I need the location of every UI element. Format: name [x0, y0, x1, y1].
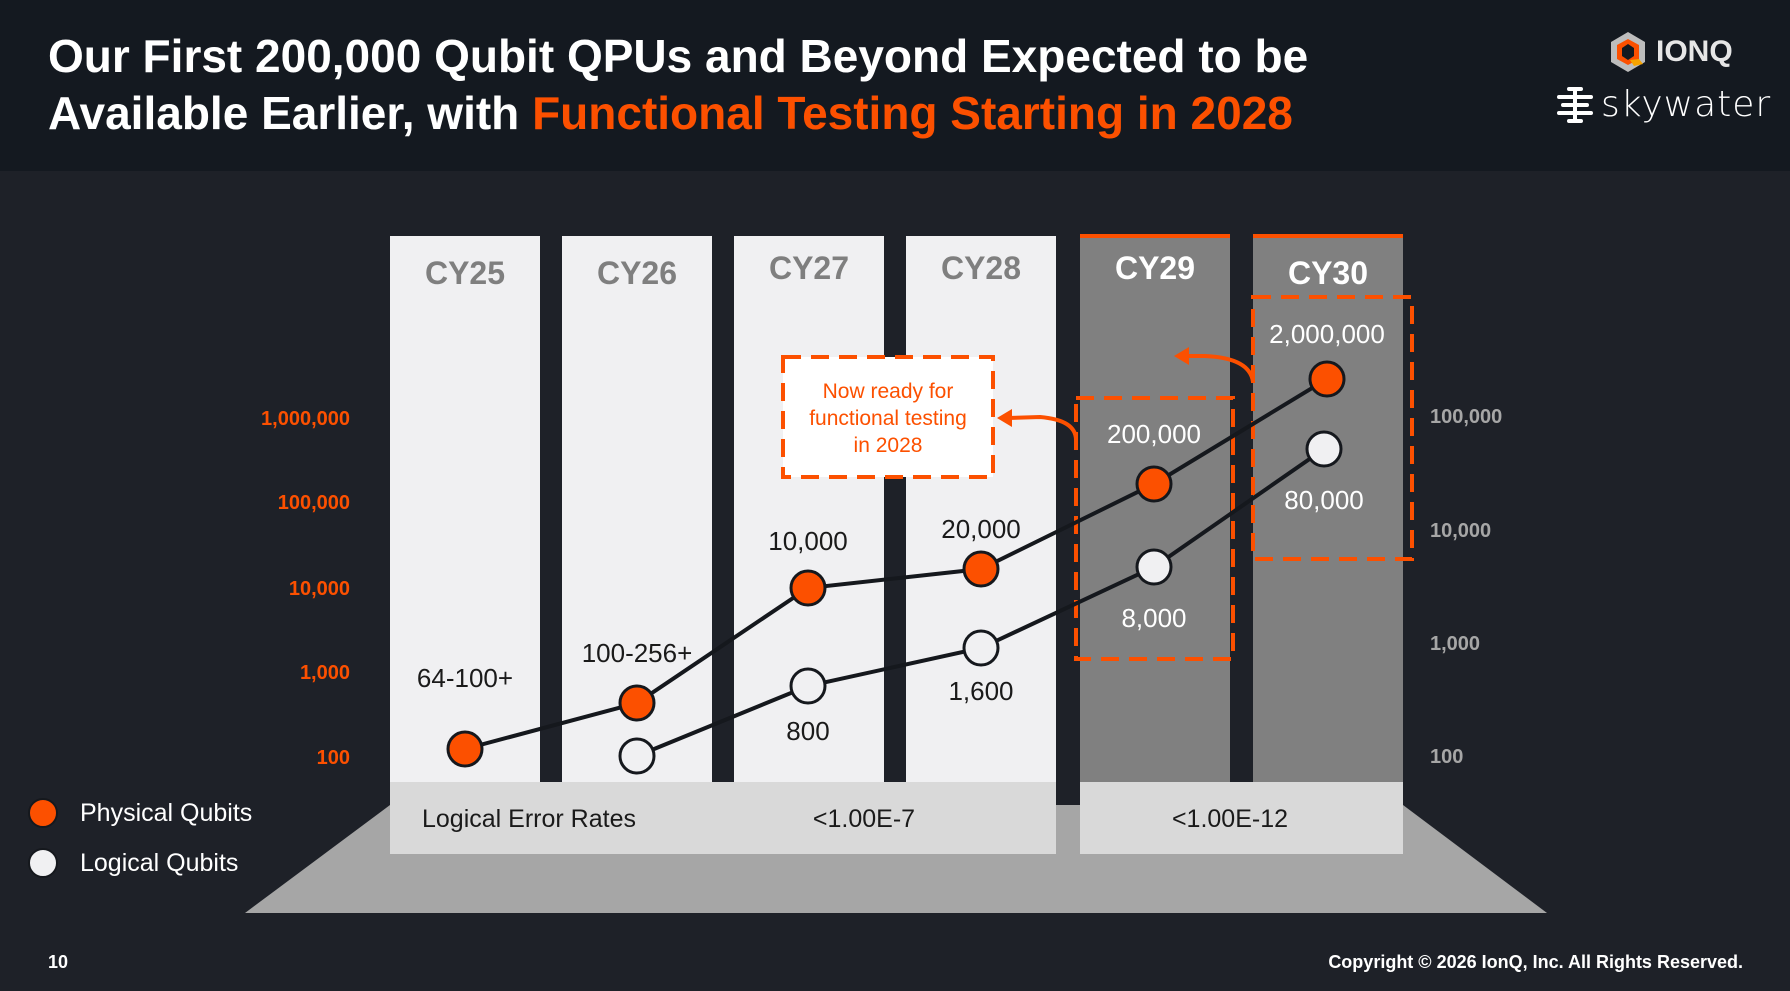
- copyright: Copyright © 2026 IonQ, Inc. All Rights R…: [1328, 952, 1743, 972]
- column-header: CY27: [769, 250, 849, 286]
- physical-point: [446, 730, 484, 768]
- column-header: CY29: [1115, 250, 1195, 286]
- skywater-logo: skywater: [1555, 84, 1771, 125]
- physical-point: [1308, 360, 1346, 398]
- series-line-physical: [464, 377, 1329, 751]
- logical-point: [962, 629, 1000, 667]
- arrow-to-callout: [1007, 414, 1078, 441]
- right-axis-tick: 10,000: [1430, 520, 1491, 542]
- error-rate-band-2: [1080, 782, 1403, 854]
- physical-dot-icon: [28, 798, 58, 828]
- logical-point: [618, 737, 656, 775]
- error-rate-value-2: <1.00E-12: [1172, 805, 1288, 833]
- legend-label: Physical Qubits: [80, 798, 253, 827]
- physical-data-label: 2,000,000: [1269, 319, 1385, 349]
- column-header: CY26: [597, 255, 677, 291]
- physical-data-label: 20,000: [941, 514, 1021, 544]
- title-line-2: Available Earlier, with Functional Testi…: [48, 85, 1308, 142]
- skywater-icon: [1557, 86, 1593, 123]
- legend: Physical Qubits Logical Qubits: [28, 788, 252, 888]
- callout-line-1: Now ready for: [823, 380, 954, 403]
- column-header: CY25: [425, 255, 505, 291]
- callout-line-2: functional testing: [809, 407, 967, 430]
- skywater-wordmark: skywater: [1601, 84, 1772, 125]
- left-axis-tick: 100,000: [278, 492, 350, 514]
- left-axis-tick: 1,000: [300, 662, 350, 684]
- cy29-highlight-box: [1074, 396, 1235, 661]
- physical-point: [962, 550, 1000, 588]
- title-highlight: Functional Testing Starting in 2028: [532, 87, 1293, 139]
- column-header: CY28: [941, 250, 1021, 286]
- column-header: CY30: [1288, 255, 1368, 291]
- physical-data-label: 200,000: [1107, 419, 1201, 449]
- logical-data-label: 800: [786, 716, 829, 746]
- title-text: Available Earlier, with: [48, 87, 533, 139]
- arrow-head-icon: [1174, 347, 1189, 365]
- column-cy30: [1253, 236, 1403, 782]
- arrow-to-cy29: [1186, 354, 1255, 383]
- legend-physical: Physical Qubits: [28, 788, 252, 838]
- logical-data-label: 1,600: [948, 676, 1013, 706]
- error-rate-value-1: <1.00E-7: [813, 805, 915, 833]
- right-axis-tick: 100: [1430, 746, 1463, 768]
- ionq-wordmark: IONQ: [1656, 35, 1733, 68]
- left-axis-tick: 10,000: [289, 578, 350, 600]
- right-axis-tick: 1,000: [1430, 633, 1480, 655]
- column-top-accent: [1253, 234, 1403, 238]
- physical-point: [789, 569, 827, 607]
- legend-logical: Logical Qubits: [28, 838, 252, 888]
- physical-point: [618, 684, 656, 722]
- page-number: 10: [48, 952, 69, 972]
- logical-data-label: 8,000: [1121, 603, 1186, 633]
- column-top-accent: [1080, 234, 1230, 238]
- legend-label: Logical Qubits: [80, 848, 239, 877]
- column-cy25: [390, 236, 540, 782]
- right-axis-tick: 100,000: [1430, 406, 1502, 428]
- page-title: Our First 200,000 Qubit QPUs and Beyond …: [48, 28, 1308, 142]
- logical-data-label: 80,000: [1284, 485, 1364, 515]
- callout-box: [781, 355, 995, 479]
- cy30-highlight-box: [1251, 295, 1414, 561]
- ionq-logo: IONQ: [1608, 30, 1733, 74]
- header: [0, 0, 1790, 171]
- logical-point: [789, 667, 827, 705]
- left-axis-tick: 100: [317, 747, 350, 769]
- logical-dot-icon: [28, 848, 58, 878]
- physical-data-label: 64-100+: [417, 663, 513, 693]
- column-cy28: [906, 236, 1056, 782]
- error-rate-band-1: [390, 782, 1056, 854]
- logical-point: [1135, 548, 1173, 586]
- arrow-head-icon: [997, 409, 1012, 427]
- physical-data-label: 100-256+: [582, 638, 693, 668]
- left-axis-tick: 1,000,000: [261, 408, 350, 430]
- physical-point: [1135, 465, 1173, 503]
- physical-data-label: 10,000: [768, 526, 848, 556]
- logical-point: [1305, 430, 1343, 468]
- callout-line-3: in 2028: [854, 434, 923, 457]
- error-rates-label: Logical Error Rates: [422, 805, 636, 833]
- title-line-1: Our First 200,000 Qubit QPUs and Beyond …: [48, 30, 1309, 82]
- ionq-hexagon-icon: [1611, 32, 1645, 72]
